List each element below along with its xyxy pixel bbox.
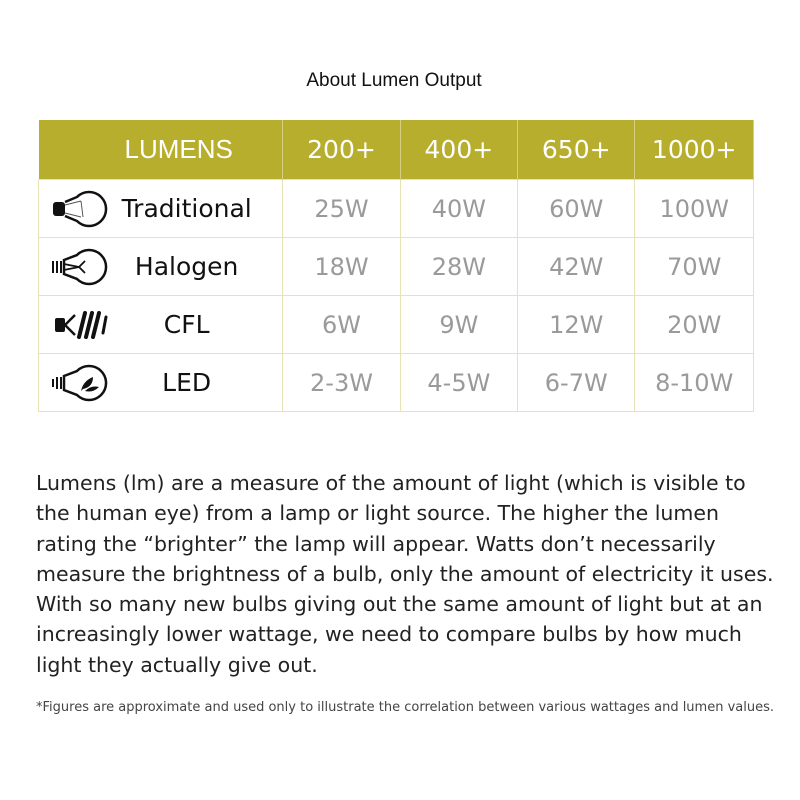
wattage-cell: 2-3W <box>282 353 401 412</box>
wattage-cell: 60W <box>517 179 636 238</box>
halogen-bulb-icon <box>52 248 108 285</box>
wattage-cell: 12W <box>517 295 636 354</box>
lumen-table: LUMENS 200+ 400+ 650+ 1000+ Traditional … <box>37 120 754 412</box>
wattage-cell: 100W <box>634 179 754 238</box>
incandescent-bulb-icon <box>53 190 108 227</box>
wattage-cell: 18W <box>282 237 401 296</box>
wattage-cell: 28W <box>399 237 519 296</box>
wattage-cell: 6W <box>282 295 401 354</box>
wattage-cell: 25W <box>282 179 401 238</box>
led-bulb-icon <box>52 364 108 401</box>
wattage-cell: 40W <box>399 179 519 238</box>
bulb-type-label: CFL <box>163 310 210 339</box>
bulb-type-label: Halogen <box>134 252 239 281</box>
wattage-cell: 42W <box>517 237 636 296</box>
table-row: LED 2-3W 4-5W 6-7W 8-10W <box>37 353 754 412</box>
table-row: CFL 6W 9W 12W 20W <box>37 295 754 354</box>
wattage-cell: 8-10W <box>634 353 754 412</box>
table-row: Traditional 25W 40W 60W 100W <box>37 179 754 238</box>
header-1000: 1000+ <box>634 120 754 180</box>
footnote: *Figures are approximate and used only t… <box>36 700 774 715</box>
wattage-cell: 70W <box>634 237 754 296</box>
wattage-cell: 6-7W <box>517 353 636 412</box>
cfl-bulb-icon <box>55 310 108 339</box>
header-400: 400+ <box>400 120 519 180</box>
description-paragraph: Lumens (lm) are a measure of the amount … <box>36 471 774 677</box>
header-650: 650+ <box>517 120 636 180</box>
wattage-cell: 9W <box>399 295 519 354</box>
header-lumens: LUMENS <box>38 120 284 180</box>
wattage-cell: 20W <box>634 295 754 354</box>
page-title: About Lumen Output <box>306 70 482 91</box>
header-200: 200+ <box>282 120 401 180</box>
wattage-cell: 4-5W <box>399 353 519 412</box>
bulb-type-label: LED <box>162 368 212 397</box>
table-header-row: LUMENS 200+ 400+ 650+ 1000+ <box>38 120 754 180</box>
bulb-type-label: Traditional <box>121 194 252 223</box>
table-row: Halogen 18W 28W 42W 70W <box>37 237 754 296</box>
